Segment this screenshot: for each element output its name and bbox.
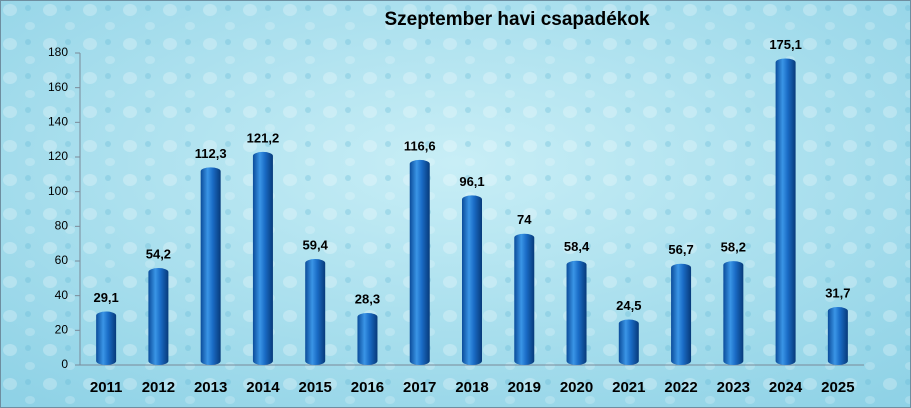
x-tick-label: 2017	[403, 379, 436, 396]
bar	[409, 159, 430, 365]
value-label: 175,1	[769, 37, 802, 52]
x-tick-label: 2025	[821, 379, 854, 396]
y-tick-label: 60	[55, 253, 69, 267]
value-label: 28,3	[355, 291, 380, 306]
x-tick-label: 2022	[664, 379, 697, 396]
y-tick-label: 20	[55, 323, 69, 337]
value-label: 58,4	[564, 239, 590, 254]
x-tick-label: 2023	[717, 379, 750, 396]
x-tick-label: 2024	[769, 379, 803, 396]
bar	[566, 260, 587, 365]
x-tick-label: 2019	[508, 379, 541, 396]
chart-title: Szeptember havi csapadékok	[384, 9, 649, 30]
y-tick-label: 80	[55, 219, 69, 233]
bar	[96, 311, 117, 365]
value-label: 54,2	[146, 246, 171, 261]
bar	[827, 307, 848, 365]
x-tick-label: 2013	[194, 379, 227, 396]
value-label: 24,5	[616, 298, 641, 313]
x-tick-label: 2016	[351, 379, 384, 396]
y-tick-label: 160	[48, 80, 68, 94]
x-tick-label: 2014	[246, 379, 280, 396]
value-label: 56,7	[668, 242, 693, 257]
bar	[200, 167, 221, 365]
bar	[252, 151, 273, 365]
bar	[514, 233, 535, 365]
value-label: 31,7	[825, 285, 850, 300]
value-label: 112,3	[195, 146, 227, 161]
bar	[671, 263, 692, 365]
y-tick-label: 120	[48, 149, 68, 163]
bar	[618, 319, 639, 365]
y-tick-label: 100	[48, 184, 68, 198]
value-label: 59,4	[303, 237, 329, 252]
y-tick-label: 0	[61, 357, 68, 371]
value-label: 74	[517, 212, 532, 227]
bar	[775, 58, 796, 365]
bar	[148, 268, 169, 365]
x-tick-label: 2020	[560, 379, 593, 396]
value-label: 116,6	[404, 138, 436, 153]
bar	[462, 195, 482, 365]
bar	[305, 259, 326, 365]
x-tick-label: 2015	[299, 379, 332, 396]
bar	[357, 312, 378, 365]
y-tick-label: 180	[48, 45, 68, 59]
value-label: 58,2	[721, 240, 746, 255]
value-label: 121,2	[247, 130, 280, 145]
x-tick-label: 2012	[142, 379, 175, 396]
x-tick-label: 2021	[612, 379, 645, 396]
value-label: 96,1	[459, 174, 484, 189]
x-tick-label: 2011	[90, 379, 123, 396]
x-tick-label: 2018	[455, 379, 488, 396]
value-label: 29,1	[93, 290, 118, 305]
y-tick-label: 140	[48, 115, 68, 129]
y-tick-label: 40	[55, 288, 69, 302]
bar	[723, 261, 744, 365]
